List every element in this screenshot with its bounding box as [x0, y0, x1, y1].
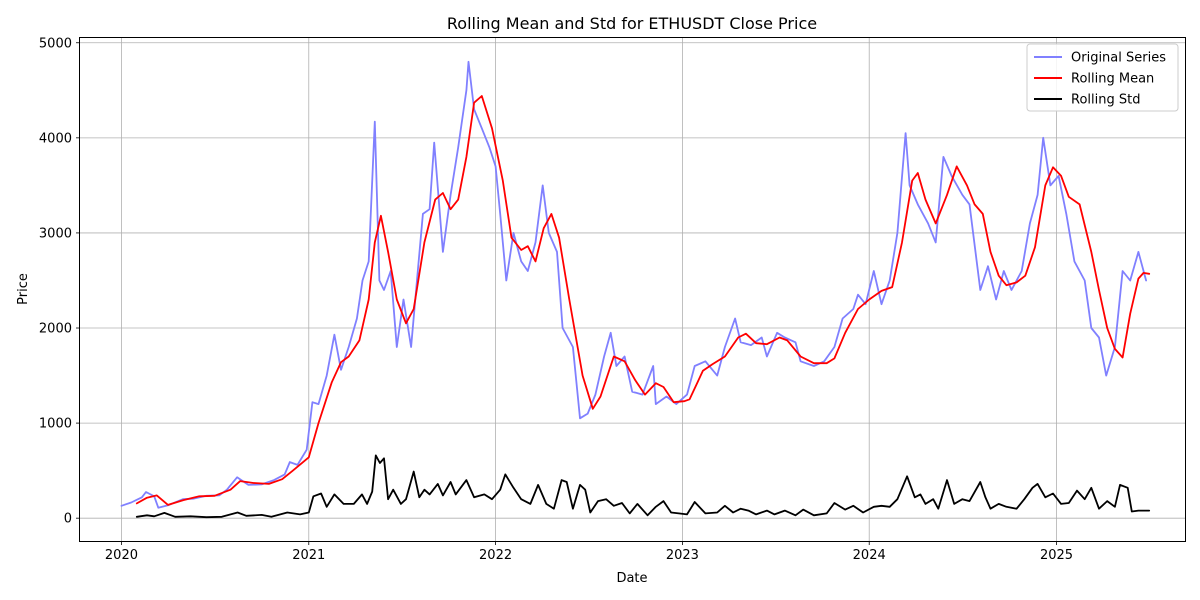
series-line-original-series — [120, 60, 1147, 509]
axis-ticks: 2020 2021 2022 2023 2024 2025 0 1000 2000 3000 400… — [39, 36, 1073, 563]
x-tick-label: 2024 — [853, 548, 886, 563]
y-tick-label: 0 — [64, 512, 72, 527]
y-axis-label: Price — [16, 273, 31, 305]
plot-frame — [79, 37, 1186, 542]
legend-label: Rolling Std — [1071, 93, 1140, 108]
y-tick-label: 2000 — [39, 322, 72, 337]
y-tick-label: 1000 — [39, 417, 72, 432]
x-tick-label: 2021 — [292, 548, 325, 563]
y-tick-label: 3000 — [39, 226, 72, 241]
legend-label: Rolling Mean — [1071, 72, 1154, 87]
x-tick-label: 2023 — [666, 548, 699, 563]
x-axis-label: Date — [616, 571, 647, 586]
chart-title: Rolling Mean and Std for ETHUSDT Close P… — [447, 14, 817, 33]
series-line-rolling-std — [135, 454, 1151, 519]
x-tick-label: 2020 — [105, 548, 138, 563]
grid — [80, 38, 1185, 541]
x-tick-label: 2025 — [1040, 548, 1073, 563]
x-tick-label: 2022 — [479, 548, 512, 563]
legend: Original Series Rolling Mean Rolling Std — [1026, 43, 1179, 112]
series-lines — [120, 60, 1151, 519]
y-tick-label: 4000 — [39, 131, 72, 146]
series-line-rolling-mean — [135, 95, 1151, 506]
legend-box — [1026, 43, 1179, 112]
legend-label: Original Series — [1071, 51, 1166, 66]
y-tick-label: 5000 — [39, 36, 72, 51]
